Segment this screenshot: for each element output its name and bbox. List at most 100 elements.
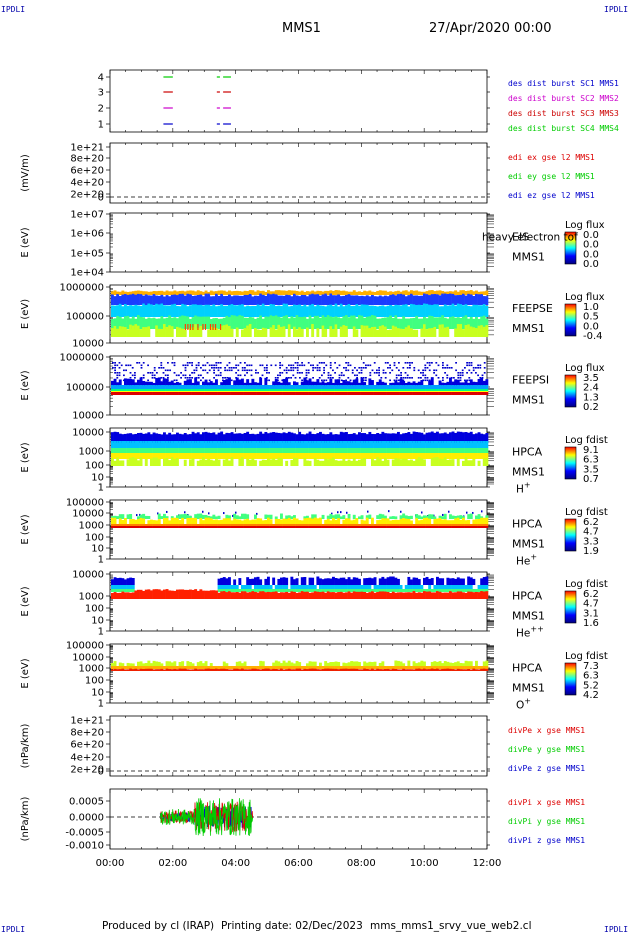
spectrogram-cell — [454, 518, 458, 524]
spectrogram-cell — [397, 318, 400, 329]
spectrogram-cell — [412, 329, 416, 337]
spectrogram-cell — [475, 328, 478, 337]
spectrogram-cell — [459, 431, 463, 443]
spectrogram-cell — [269, 389, 273, 391]
spectrogram-cell — [147, 432, 151, 443]
spectrogram-cell — [170, 326, 174, 337]
spectrogram-cell — [241, 520, 244, 524]
spectrogram-cell — [369, 364, 372, 367]
spectrogram-cell — [152, 392, 156, 395]
spectrogram-cell — [365, 377, 367, 379]
spectrogram-cell — [342, 519, 346, 524]
spectrogram-cell — [267, 389, 270, 391]
spectrogram-cell — [337, 589, 341, 592]
spectrogram-cell — [269, 315, 273, 329]
spectrogram-cell — [433, 391, 437, 392]
spectrogram-cell — [118, 585, 122, 589]
spectrogram-cell — [282, 453, 286, 459]
spectrogram-cell — [399, 441, 403, 448]
spectrogram-cell — [459, 589, 463, 592]
spectrogram-cell — [163, 318, 166, 329]
spectrogram-cell — [378, 379, 382, 386]
spectrogram-cell — [139, 453, 143, 459]
spectrogram-cell — [334, 316, 338, 329]
spectrogram-cell — [160, 290, 164, 295]
spectrogram-cell — [303, 666, 307, 669]
spectrogram-cell — [308, 526, 312, 528]
spectrogram-cell — [194, 589, 198, 599]
spectrogram-cell — [235, 391, 239, 392]
spectrogram-cell — [462, 441, 465, 448]
spectrogram-cell — [316, 669, 320, 671]
spectrogram-cell — [424, 377, 427, 379]
spectrogram-cell — [204, 389, 208, 391]
spectrogram-cell — [163, 291, 166, 295]
spectrogram-cell — [261, 589, 265, 592]
spectrogram-cell — [233, 453, 237, 459]
spectrogram-cell — [378, 662, 382, 666]
spectrogram-cell — [381, 296, 385, 305]
spectrogram-cell — [381, 669, 385, 671]
spectrogram-cell — [199, 661, 203, 666]
spectrogram-cell — [313, 441, 317, 448]
spectrogram-cell — [219, 367, 222, 369]
spectrogram-cell — [329, 441, 333, 448]
spectrogram-cell — [256, 317, 260, 329]
spectrogram-cell — [118, 460, 122, 466]
spectrogram-cell — [112, 367, 114, 369]
spectrogram-cell — [157, 519, 161, 524]
spectrogram-cell — [441, 459, 445, 466]
corner-label-top-left: IPDLI — [1, 5, 26, 14]
spectrogram-cell — [189, 318, 192, 329]
spectrogram-cell — [332, 317, 335, 329]
spectrogram-cell — [290, 591, 294, 599]
spectrogram-cell — [233, 305, 237, 317]
spectrogram-cell — [230, 328, 234, 337]
y-tick-label: 100000 — [66, 312, 104, 323]
spectrogram-cell — [417, 377, 420, 379]
spectrogram-cell — [360, 377, 364, 386]
spectrogram-cell — [134, 453, 138, 459]
spectrogram-cell — [384, 515, 387, 519]
spectrogram-cell — [430, 431, 434, 443]
spectrogram-cell — [428, 514, 432, 519]
spectrogram-cell — [360, 325, 364, 337]
spectrogram-cell — [194, 448, 198, 453]
spectrogram-cell — [219, 372, 222, 374]
spectrogram-cell — [467, 576, 471, 585]
spectrogram-cell — [355, 385, 359, 389]
spectrogram-cell — [298, 524, 302, 526]
spectrogram-cell — [295, 290, 299, 295]
spectrogram-cell — [217, 385, 221, 389]
spectrogram-cell — [124, 385, 127, 389]
spectrogram-cell — [355, 453, 359, 459]
spectrogram-cell — [378, 453, 382, 459]
spectrogram-cell — [134, 290, 138, 295]
spectrogram-cell — [386, 666, 390, 669]
spectrogram-cell — [266, 372, 268, 374]
spectrogram-cell — [415, 458, 419, 466]
spectrogram-cell — [451, 459, 455, 466]
spectrogram-cell — [184, 369, 187, 372]
spectrogram-cell — [150, 304, 153, 317]
spectrogram-cell — [206, 372, 209, 374]
spectrogram-cell — [345, 392, 348, 395]
spectrogram-cell — [417, 392, 421, 395]
spectrogram-cell — [183, 329, 187, 337]
spectrogram-cell — [433, 457, 437, 466]
spectrogram-cell — [355, 460, 359, 466]
spectrogram-cell — [475, 433, 478, 443]
spectrogram-cell — [352, 391, 356, 392]
spectrogram-cell — [397, 666, 400, 669]
spectrogram-hpca_he2 — [111, 576, 489, 599]
spectrogram-cell — [355, 378, 359, 386]
spectrogram-cell — [456, 517, 460, 524]
spectrogram-cell — [243, 432, 247, 443]
spectrogram-cell — [368, 589, 372, 592]
spectrogram-cell — [256, 666, 260, 669]
spectrogram-cell — [139, 432, 143, 443]
spectrogram-cell — [352, 668, 356, 671]
spectrogram-cell — [194, 668, 198, 671]
spectrogram-cell — [332, 668, 335, 671]
spectrogram-cell — [378, 385, 382, 389]
